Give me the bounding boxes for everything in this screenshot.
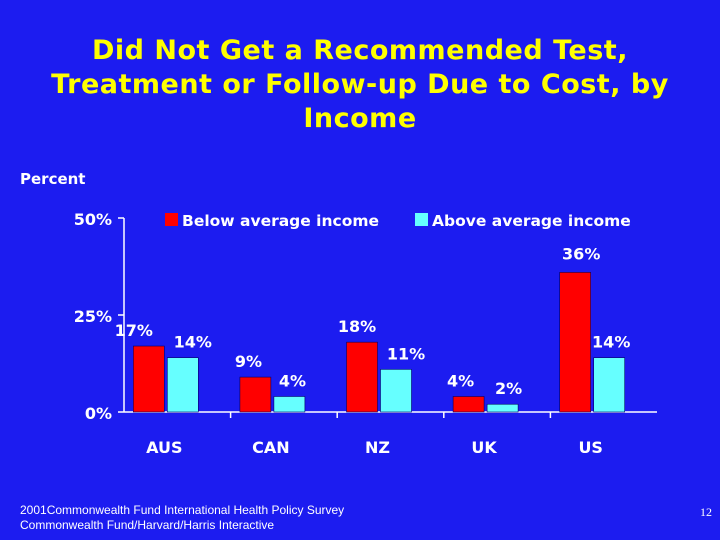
bar-can-below bbox=[239, 376, 272, 413]
data-label-us-above: 14% bbox=[592, 333, 630, 352]
data-label-nz-below: 18% bbox=[338, 317, 376, 336]
title-line-1: Did Not Get a Recommended Test, bbox=[92, 35, 628, 66]
bar-nz-above bbox=[380, 369, 412, 413]
data-label-us-below: 36% bbox=[562, 244, 600, 263]
x-tick-label-us: US bbox=[578, 438, 603, 457]
data-label-uk-below: 4% bbox=[447, 371, 474, 390]
data-label-aus-above: 14% bbox=[174, 333, 212, 352]
bar-aus-below bbox=[133, 345, 165, 413]
data-label-uk-above: 2% bbox=[495, 379, 522, 398]
x-tick-label-aus: AUS bbox=[146, 438, 182, 457]
bar-uk-below bbox=[452, 396, 485, 413]
y-tick-label-0: 0% bbox=[85, 404, 112, 423]
legend-label-below: Below average income bbox=[182, 212, 379, 230]
page-number: 12 bbox=[700, 505, 712, 519]
source-footer: 2001Commonwealth Fund International Heal… bbox=[20, 503, 344, 533]
title-line-3: Income bbox=[303, 103, 417, 134]
legend-label-above: Above average income bbox=[432, 212, 631, 230]
legend-swatch-below bbox=[165, 213, 178, 226]
data-label-can-below: 9% bbox=[235, 352, 262, 371]
title-line-2: Treatment or Follow-up Due to Cost, by bbox=[51, 69, 669, 100]
x-tick-label-nz: NZ bbox=[365, 438, 390, 457]
data-label-aus-below: 17% bbox=[115, 321, 153, 340]
legend-swatch-above bbox=[415, 213, 428, 226]
data-label-can-above: 4% bbox=[279, 371, 306, 390]
footer-line-1: 2001Commonwealth Fund International Heal… bbox=[20, 503, 345, 517]
page-title: Did Not Get a Recommended Test, Treatmen… bbox=[0, 34, 720, 136]
bar-us-below bbox=[559, 272, 592, 413]
y-axis-label: Percent bbox=[20, 170, 86, 188]
bar-can-above bbox=[273, 396, 306, 413]
y-tick-label-1: 25% bbox=[74, 307, 112, 326]
bar-uk-above bbox=[486, 403, 519, 413]
x-tick-label-uk: UK bbox=[471, 438, 497, 457]
bar-us-above bbox=[593, 357, 626, 413]
y-tick-label-2: 50% bbox=[74, 210, 112, 229]
x-tick-label-can: CAN bbox=[252, 438, 290, 457]
bar-nz-below bbox=[346, 341, 378, 413]
bar-aus-above bbox=[167, 357, 199, 413]
data-label-nz-above: 11% bbox=[387, 344, 425, 363]
footer-line-2: Commonwealth Fund/Harvard/Harris Interac… bbox=[20, 518, 275, 532]
